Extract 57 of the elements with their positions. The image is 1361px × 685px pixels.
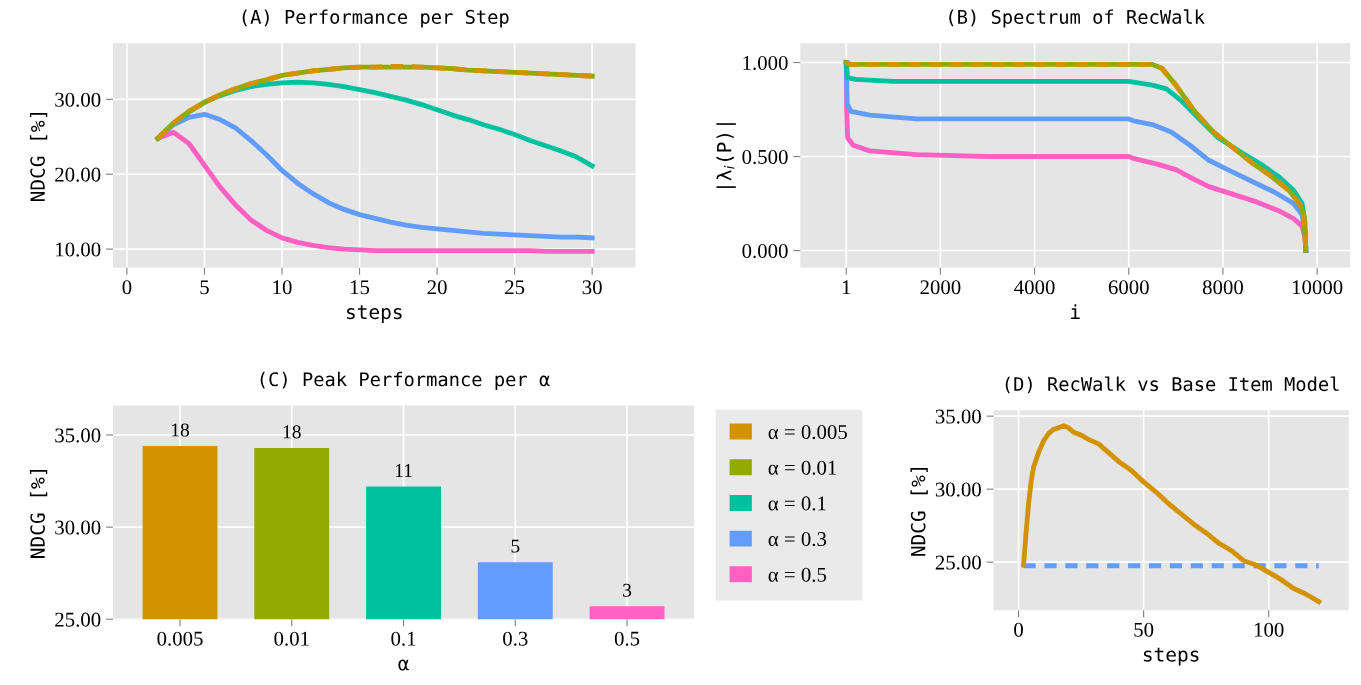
line-series	[1021, 423, 1322, 604]
x-tick-label: 0	[122, 280, 132, 295]
x-tick-label: 50	[1134, 622, 1154, 637]
y-axis-title: NDCG [%]	[29, 469, 48, 558]
y-tick-label: 30.00	[935, 482, 981, 497]
legend-label: α = 0.1	[768, 496, 826, 511]
annotation: 18	[283, 425, 301, 439]
x-tick-label: 6000	[1108, 280, 1149, 295]
legend-label: α = 0.3	[768, 532, 827, 547]
annotation: 18	[172, 423, 189, 437]
x-tick-label: 2000	[920, 280, 961, 295]
x-axis-title: steps	[1143, 647, 1199, 666]
x-axis-title: i	[1071, 304, 1080, 319]
chart-title: (A) Performance per Step	[242, 9, 509, 28]
annotation: 3	[623, 583, 632, 597]
x-axis-title: α	[398, 659, 409, 671]
annotation: 11	[395, 464, 412, 477]
chart-title: (C) Peak Performance per α	[260, 371, 550, 390]
x-tick-label: 10	[273, 280, 292, 295]
x-tick-label: 4000	[1014, 280, 1055, 295]
y-tick-label: 35.00	[935, 409, 981, 424]
y-tick-label: 30.00	[55, 520, 101, 535]
x-tick-label: 25	[505, 280, 525, 295]
y-tick-label: 25.00	[55, 612, 101, 627]
x-tick-label: 100	[1254, 622, 1284, 637]
legend-label: α = 0.01	[768, 460, 837, 475]
x-tick-label: 0.01	[274, 631, 309, 646]
y-tick-label: 10.00	[56, 242, 101, 257]
y-tick-label: 1.000	[743, 55, 788, 71]
annotation: 5	[511, 539, 520, 553]
x-tick-label: 10000	[1292, 280, 1343, 295]
y-tick-label: 0.500	[742, 149, 788, 165]
x-tick-label: 30	[582, 280, 602, 295]
x-tick-label: 0	[1014, 622, 1023, 637]
x-tick-label: 0.5	[614, 631, 640, 646]
y-axis-title: |λ$_{i}$(P)|	[716, 123, 736, 188]
y-tick-label: 20.00	[55, 167, 101, 182]
y-axis-title: NDCG [%]	[29, 113, 48, 201]
x-tick-label: 0.005	[157, 631, 203, 646]
x-tick-label: 8000	[1202, 280, 1243, 295]
x-tick-label: 0.3	[503, 631, 528, 646]
legend-label: α = 0.5	[768, 567, 827, 582]
y-tick-label: 25.00	[935, 555, 981, 570]
line-series	[155, 129, 595, 254]
x-axis-title: steps	[347, 305, 402, 324]
y-tick-label: 0.000	[742, 243, 788, 259]
chart-title: (D) RecWalk vs Base Item Model	[1005, 376, 1339, 394]
legend-label: α = 0.005	[768, 425, 847, 440]
chart-title: (B) Spectrum of RecWalk	[949, 9, 1205, 28]
y-axis-title: NDCG [%]	[910, 467, 928, 556]
x-tick-label: 1	[842, 280, 851, 295]
y-tick-label: 35.00	[55, 428, 101, 443]
y-tick-label: 30.00	[55, 92, 101, 107]
x-tick-label: 20	[427, 280, 447, 295]
x-tick-label: 0.1	[391, 631, 416, 646]
x-tick-label: 15	[350, 280, 370, 295]
x-tick-label: 5	[200, 280, 209, 295]
